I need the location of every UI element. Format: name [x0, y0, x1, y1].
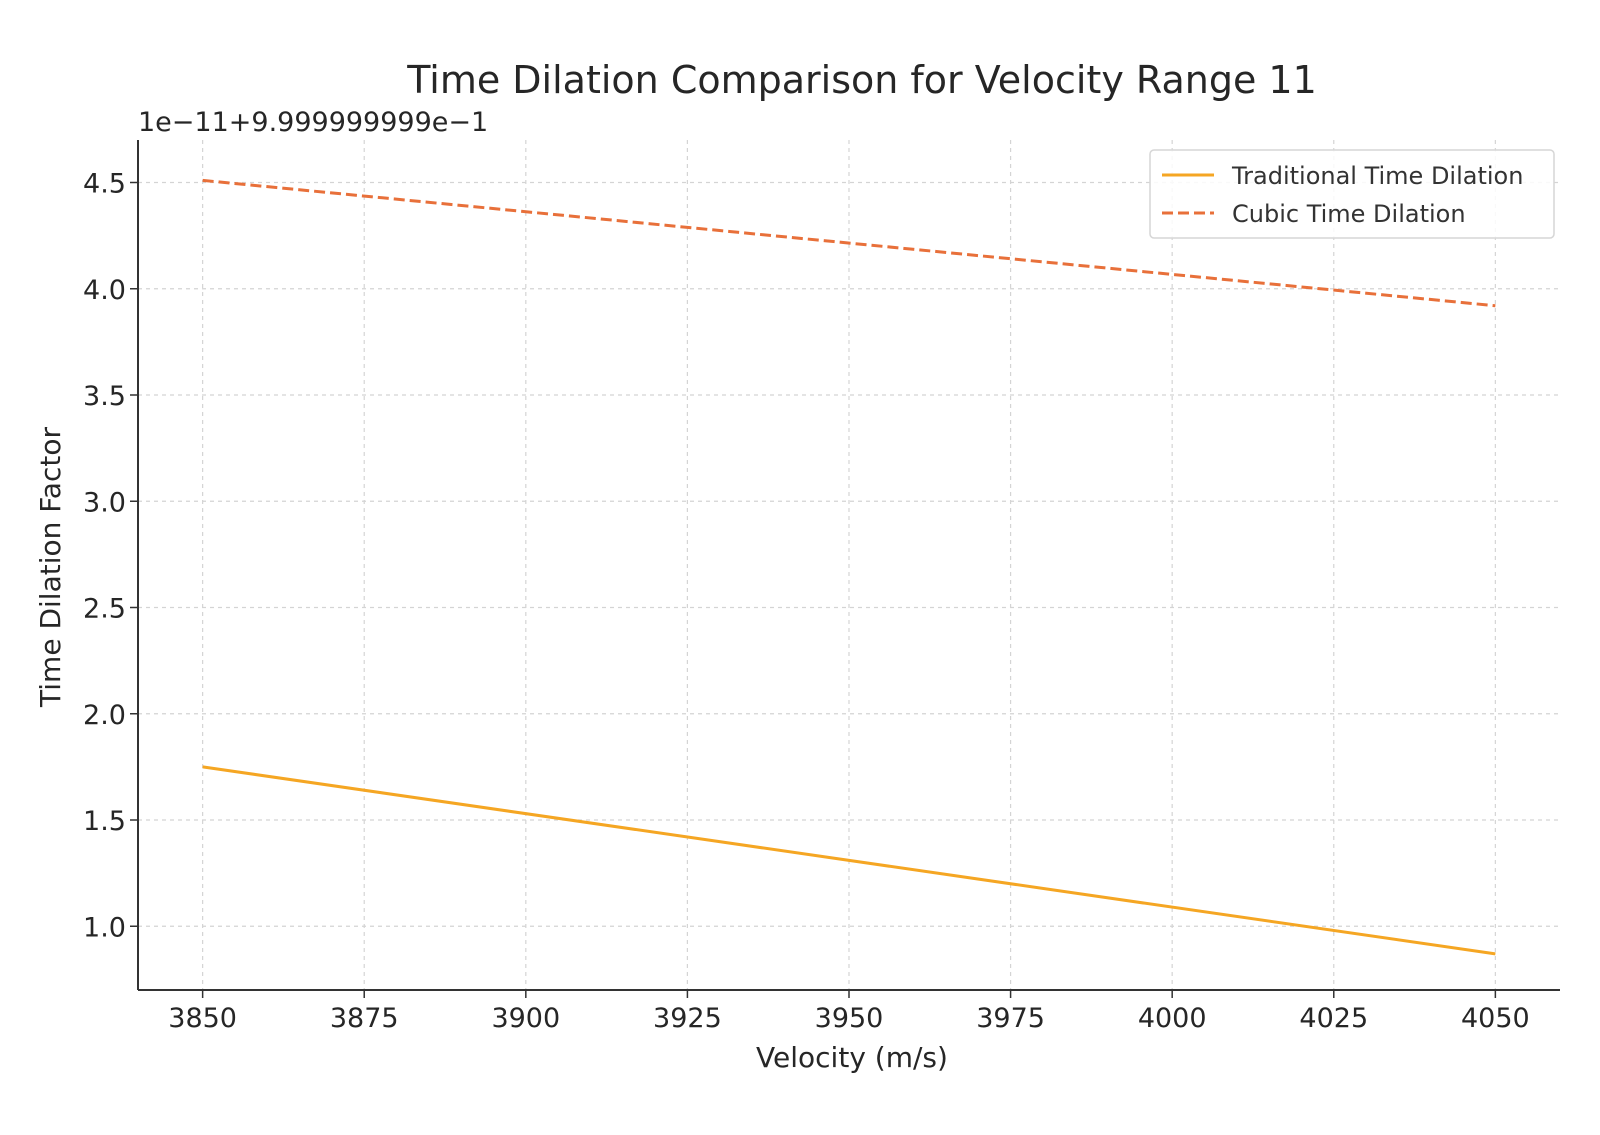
legend-label-traditional: Traditional Time Dilation: [1231, 162, 1523, 190]
series-line-cubic: [202, 178, 1496, 308]
y-tick-label: 3.5: [83, 381, 126, 412]
legend-label-cubic: Cubic Time Dilation: [1232, 200, 1466, 228]
x-tick-label: 3975: [976, 1003, 1045, 1034]
x-tick-label: 3900: [491, 1003, 560, 1034]
y-axis-ticks: 1.0 1.5 2.0 2.5 3.0 3.5 4.0 4.5: [83, 169, 138, 943]
y-tick-label: 1.0: [83, 912, 126, 943]
series-lines: [202, 178, 1496, 956]
y-tick-label: 2.5: [83, 594, 126, 625]
x-tick-label: 4000: [1138, 1003, 1207, 1034]
legend: Traditional Time Dilation Cubic Time Dil…: [1149, 149, 1555, 239]
y-axis-offset-text: 1e−11+9.999999999e−1: [138, 107, 488, 138]
y-tick-label: 1.5: [83, 806, 126, 837]
y-axis-label: Time Dilation Factor: [34, 427, 67, 708]
y-tick-label: 3.0: [83, 487, 126, 518]
y-tick-label: 2.0: [83, 700, 126, 731]
x-tick-label: 3950: [815, 1003, 884, 1034]
y-tick-label: 4.5: [83, 169, 126, 200]
series-line-traditional: [202, 765, 1496, 956]
y-tick-label: 4.0: [83, 275, 126, 306]
x-axis-label: Velocity (m/s): [756, 1041, 948, 1074]
grid: [138, 140, 1560, 990]
x-tick-label: 4025: [1299, 1003, 1368, 1034]
x-tick-label: 3925: [653, 1003, 722, 1034]
x-tick-label: 3875: [330, 1003, 399, 1034]
x-tick-label: 4050: [1461, 1003, 1530, 1034]
x-axis-ticks: 3850 3875 3900 3925 3950 3975 4000 4025 4050: [168, 990, 1530, 1034]
x-tick-label: 3850: [168, 1003, 237, 1034]
chart-title: Time Dilation Comparison for Velocity Ra…: [406, 58, 1317, 102]
legend-frame: [1149, 149, 1555, 239]
